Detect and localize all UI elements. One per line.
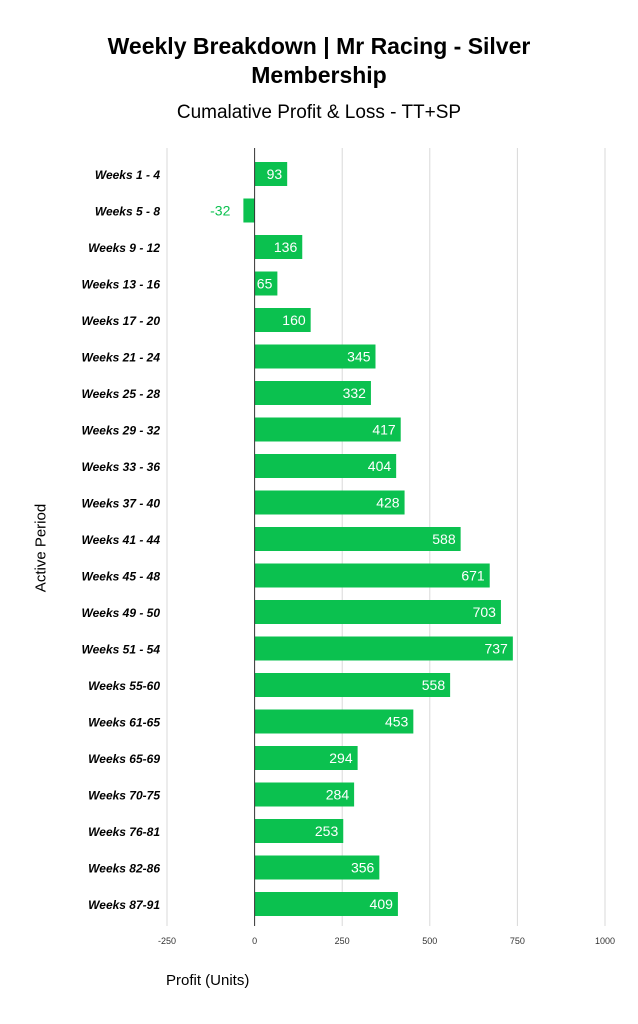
data-label: 356 [351, 860, 375, 876]
bar [254, 746, 358, 770]
bar [243, 198, 255, 223]
data-label: 284 [326, 787, 350, 803]
category-label: Weeks 29 - 32 [82, 424, 161, 438]
category-label: Weeks 37 - 40 [82, 497, 161, 511]
bar [254, 308, 311, 332]
category-label: Weeks 49 - 50 [82, 606, 161, 620]
data-label: 453 [385, 714, 409, 730]
category-label: Weeks 17 - 20 [82, 314, 161, 328]
bar [254, 855, 380, 880]
data-label: 136 [274, 239, 298, 255]
bar [254, 162, 288, 186]
category-labels: Weeks 1 - 4 Weeks 5 - 8 Weeks 9 - 12 Weeks … [82, 168, 161, 912]
category-label: Weeks 61-65 [88, 716, 160, 730]
data-label: 160 [282, 312, 306, 328]
y-axis-title: Active Period [32, 503, 50, 593]
category-label: Weeks 9 - 12 [88, 241, 160, 255]
category-label: Weeks 76-81 [88, 825, 160, 839]
data-label: 737 [484, 641, 508, 657]
bars [243, 162, 513, 916]
data-label: 294 [329, 750, 353, 766]
category-label: Weeks 55-60 [88, 679, 160, 693]
bar [254, 344, 376, 369]
bar [254, 490, 405, 515]
data-labels: 93 -32 136 65 160 345 332 417 404 428 588 671 703 737… [210, 166, 508, 912]
bar [254, 235, 303, 259]
category-label: Weeks 41 - 44 [82, 533, 161, 547]
bar [254, 673, 451, 697]
data-label: 404 [368, 458, 392, 474]
x-axis-title: Profit (Units) [166, 972, 250, 989]
category-label: Weeks 45 - 48 [82, 570, 161, 584]
data-label: 345 [347, 349, 371, 365]
x-tick-label: 1000 [595, 936, 615, 946]
category-label: Weeks 5 - 8 [95, 205, 160, 219]
bar [254, 381, 371, 405]
bar [254, 454, 397, 478]
bar [254, 600, 501, 624]
bar [254, 563, 490, 588]
category-label: Weeks 21 - 24 [82, 351, 161, 365]
category-label: Weeks 1 - 4 [95, 168, 160, 182]
x-tick-label: -250 [158, 936, 176, 946]
data-label: 93 [267, 166, 283, 182]
data-label: 417 [372, 422, 396, 438]
data-label: 588 [432, 531, 456, 547]
bar [254, 709, 414, 734]
x-tick-label: 750 [510, 936, 525, 946]
category-label: Weeks 87-91 [88, 898, 160, 912]
category-label: Weeks 33 - 36 [82, 460, 161, 474]
bar [254, 271, 278, 296]
category-label: Weeks 82-86 [88, 862, 160, 876]
data-label: 558 [422, 677, 446, 693]
x-tick-label: 0 [252, 936, 257, 946]
category-label: Weeks 65-69 [88, 752, 160, 766]
chart-subtitle: Cumalative Profit & Loss - TT+SP [176, 102, 462, 123]
data-label: 428 [376, 495, 400, 511]
data-label: 332 [343, 385, 367, 401]
bar [254, 417, 401, 442]
data-label: 703 [473, 604, 497, 620]
bar [254, 636, 513, 661]
category-label: Weeks 51 - 54 [82, 643, 161, 657]
data-label: 409 [370, 896, 394, 912]
x-tick-labels: -250 0 250 500 750 1000 [158, 936, 615, 946]
data-label: -32 [210, 203, 230, 219]
category-label: Weeks 25 - 28 [82, 387, 161, 401]
bar [254, 892, 398, 916]
data-label: 671 [461, 568, 485, 584]
bar [254, 527, 461, 551]
chart-title: Weekly Breakdown | Mr Racing - Silver Me… [107, 33, 531, 88]
data-label: 253 [315, 823, 339, 839]
data-label: 65 [257, 276, 273, 292]
category-label: Weeks 70-75 [88, 789, 160, 803]
bar [254, 819, 344, 843]
bar [254, 782, 355, 807]
category-label: Weeks 13 - 16 [82, 278, 161, 292]
x-tick-label: 500 [422, 936, 437, 946]
x-tick-label: 250 [335, 936, 350, 946]
